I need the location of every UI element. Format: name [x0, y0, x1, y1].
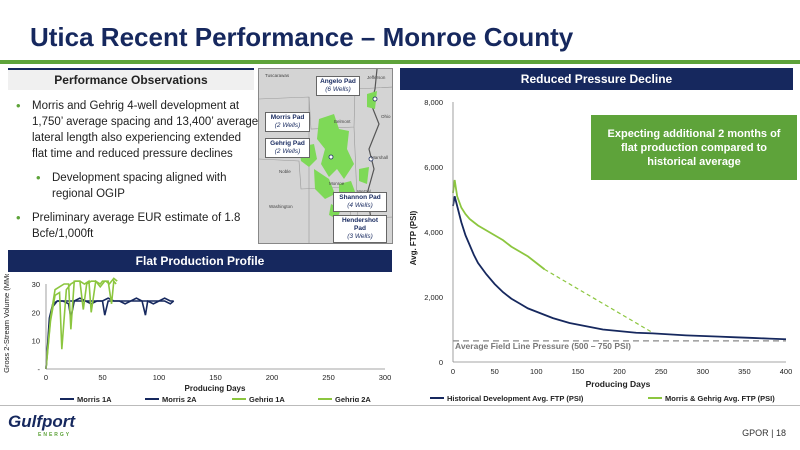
- flat-y-tick-label: 20: [32, 308, 40, 317]
- flat-legend-label: Gehrig 2A: [335, 395, 371, 402]
- gulfport-logo: Gulfport ENERGY: [8, 412, 75, 438]
- flat-series-gehrig-2a: [45, 277, 118, 370]
- flat-x-tick-label: 250: [322, 373, 335, 382]
- pressure-legend-label: Historical Development Avg. FTP (PSI): [447, 394, 584, 403]
- morris-pad-label: Morris Pad (2 Wells): [265, 112, 310, 132]
- observations-header: Performance Observations: [8, 68, 254, 90]
- flat-y-tick-label: 10: [32, 337, 40, 346]
- map-town: Belmont: [334, 119, 351, 124]
- flat-chart-header: Flat Production Profile: [8, 250, 392, 272]
- pressure-x-tick-label: 50: [490, 367, 498, 376]
- map-town: Marshall: [371, 155, 389, 160]
- map-town: Tuscarawas: [265, 73, 290, 78]
- pressure-y-axis-label: Avg. FTP (PSI): [409, 210, 418, 265]
- flat-y-tick-label: -: [38, 365, 41, 374]
- pressure-x-tick-label: 350: [738, 367, 751, 376]
- pressure-x-tick-label: 300: [696, 367, 709, 376]
- flat-x-tick-label: 200: [266, 373, 279, 382]
- observation-sub-bullet: Development spacing aligned with regiona…: [14, 170, 259, 202]
- map-town: Wetzel: [357, 189, 371, 194]
- flat-legend-label: Morris 2A: [162, 395, 197, 402]
- title-rule: [0, 60, 800, 64]
- map-town: Washington: [269, 204, 293, 209]
- map-town: Ohio: [381, 114, 391, 119]
- flat-x-tick-label: 150: [209, 373, 222, 382]
- map-town: Noble: [279, 169, 291, 174]
- pressure-legend-label: Morris & Gehrig Avg. FTP (PSI): [665, 394, 775, 403]
- pressure-x-axis-label: Producing Days: [586, 379, 651, 389]
- pressure-legend: Historical Development Avg. FTP (PSI) Mor…: [430, 394, 775, 403]
- footer-rule: [0, 405, 800, 406]
- page-number: GPOR | 18: [742, 428, 786, 438]
- callout-box: Expecting additional 2 months of flat pr…: [591, 115, 797, 180]
- observation-bullet-2: Preliminary average EUR estimate of 1.8 …: [14, 210, 259, 242]
- pressure-y-tick-label: 0: [439, 358, 443, 367]
- flat-x-tick-label: 0: [44, 373, 48, 382]
- morris-gehrig-trend-line: [544, 268, 654, 334]
- pressure-y-tick-label: 6,000: [424, 163, 443, 172]
- flat-y-axis-label: Gross 2-Stream Volume (MMcfed): [2, 274, 11, 373]
- pressure-chart-header: Reduced Pressure Decline: [400, 68, 793, 90]
- pressure-x-tick-label: 200: [613, 367, 626, 376]
- historical-ftp-line: [452, 196, 787, 341]
- logo-subtext: ENERGY: [38, 432, 72, 438]
- field-line-label: Average Field Line Pressure (500 – 750 P…: [455, 341, 631, 351]
- map-town: Monroe: [329, 181, 345, 186]
- logo-text: Gulfport: [8, 412, 76, 431]
- flat-series-gehrig-1a: [45, 279, 117, 370]
- flat-x-tick-label: 300: [379, 373, 392, 382]
- pressure-decline-chart: 0 2,000 4,000 6,000 8,000 0 50 100 150 200 250 300 3…: [409, 98, 793, 403]
- pressure-x-tick-label: 400: [780, 367, 793, 376]
- flat-legend-label: Gehrig 1A: [249, 395, 285, 402]
- angelo-pad-label: Angelo Pad (6 Wells): [316, 76, 360, 96]
- shannon-pad-label: Shannon Pad (4 Wells): [333, 192, 387, 212]
- pressure-x-tick-label: 100: [530, 367, 543, 376]
- map-town: Jefferson: [367, 75, 386, 80]
- observations-list: Morris and Gehrig 4-well development at …: [14, 98, 259, 250]
- flat-legend: Morris 1A Morris 2A Gehrig 1A Gehrig 2A: [60, 395, 371, 402]
- pressure-y-tick-label: 8,000: [424, 98, 443, 107]
- morris-gehrig-ftp-line: [452, 179, 546, 271]
- observation-bullet-1: Morris and Gehrig 4-well development at …: [14, 98, 259, 162]
- pressure-x-tick-label: 150: [572, 367, 585, 376]
- pressure-x-tick-label: 0: [451, 367, 455, 376]
- flat-legend-label: Morris 1A: [77, 395, 112, 402]
- pressure-y-tick-label: 2,000: [424, 293, 443, 302]
- gehrig-pad-label: Gehrig Pad (2 Wells): [265, 138, 310, 158]
- flat-x-tick-label: 100: [153, 373, 166, 382]
- slide-title: Utica Recent Performance – Monroe County: [30, 22, 574, 52]
- flat-x-tick-label: 50: [98, 373, 106, 382]
- flat-x-axis-label: Producing Days: [185, 384, 246, 393]
- pressure-y-tick-label: 4,000: [424, 228, 443, 237]
- pressure-x-tick-label: 250: [655, 367, 668, 376]
- hendershot-pad-label: Hendershot Pad (3 Wells): [333, 215, 387, 243]
- flat-y-tick-label: 30: [32, 280, 40, 289]
